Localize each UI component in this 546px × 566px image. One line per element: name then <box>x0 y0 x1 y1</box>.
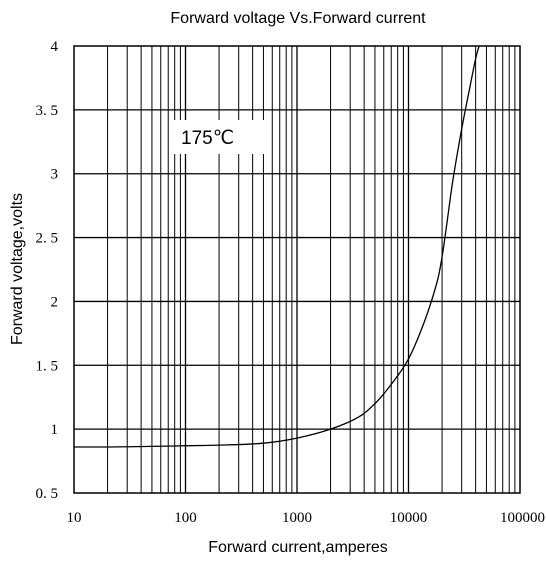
chart-title: Forward voltage Vs.Forward current <box>170 10 426 27</box>
x-tick-label: 10000 <box>390 510 428 526</box>
tick-labels: 0. 5 1 1. 5 2 2. 5 3 3. 5 4 10 100 1000 10000 100000 <box>36 39 546 526</box>
y-tick-label: 1. 5 <box>36 358 59 374</box>
y-tick-label: 2. 5 <box>36 231 59 247</box>
plot-frame <box>73 45 521 494</box>
y-tick-label: 3 <box>51 167 59 183</box>
x-axis-label: Forward current,amperes <box>208 539 388 556</box>
x-tick-label: 10 <box>67 510 82 526</box>
temperature-annotation: 175℃ <box>181 128 234 149</box>
annotation-background <box>172 120 264 154</box>
y-tick-label: 2 <box>51 294 59 310</box>
y-tick-label: 3. 5 <box>36 103 59 119</box>
y-tick-label: 4 <box>51 39 59 55</box>
y-axis-label: Forward voltage,volts <box>9 193 26 345</box>
y-tick-label: 0. 5 <box>36 486 59 502</box>
x-tick-label: 1000 <box>282 510 312 526</box>
series-line <box>73 45 480 448</box>
grid <box>74 46 520 493</box>
y-tick-label: 1 <box>51 422 59 438</box>
x-tick-label: 100 <box>174 510 197 526</box>
x-tick-label: 100000 <box>500 510 545 526</box>
